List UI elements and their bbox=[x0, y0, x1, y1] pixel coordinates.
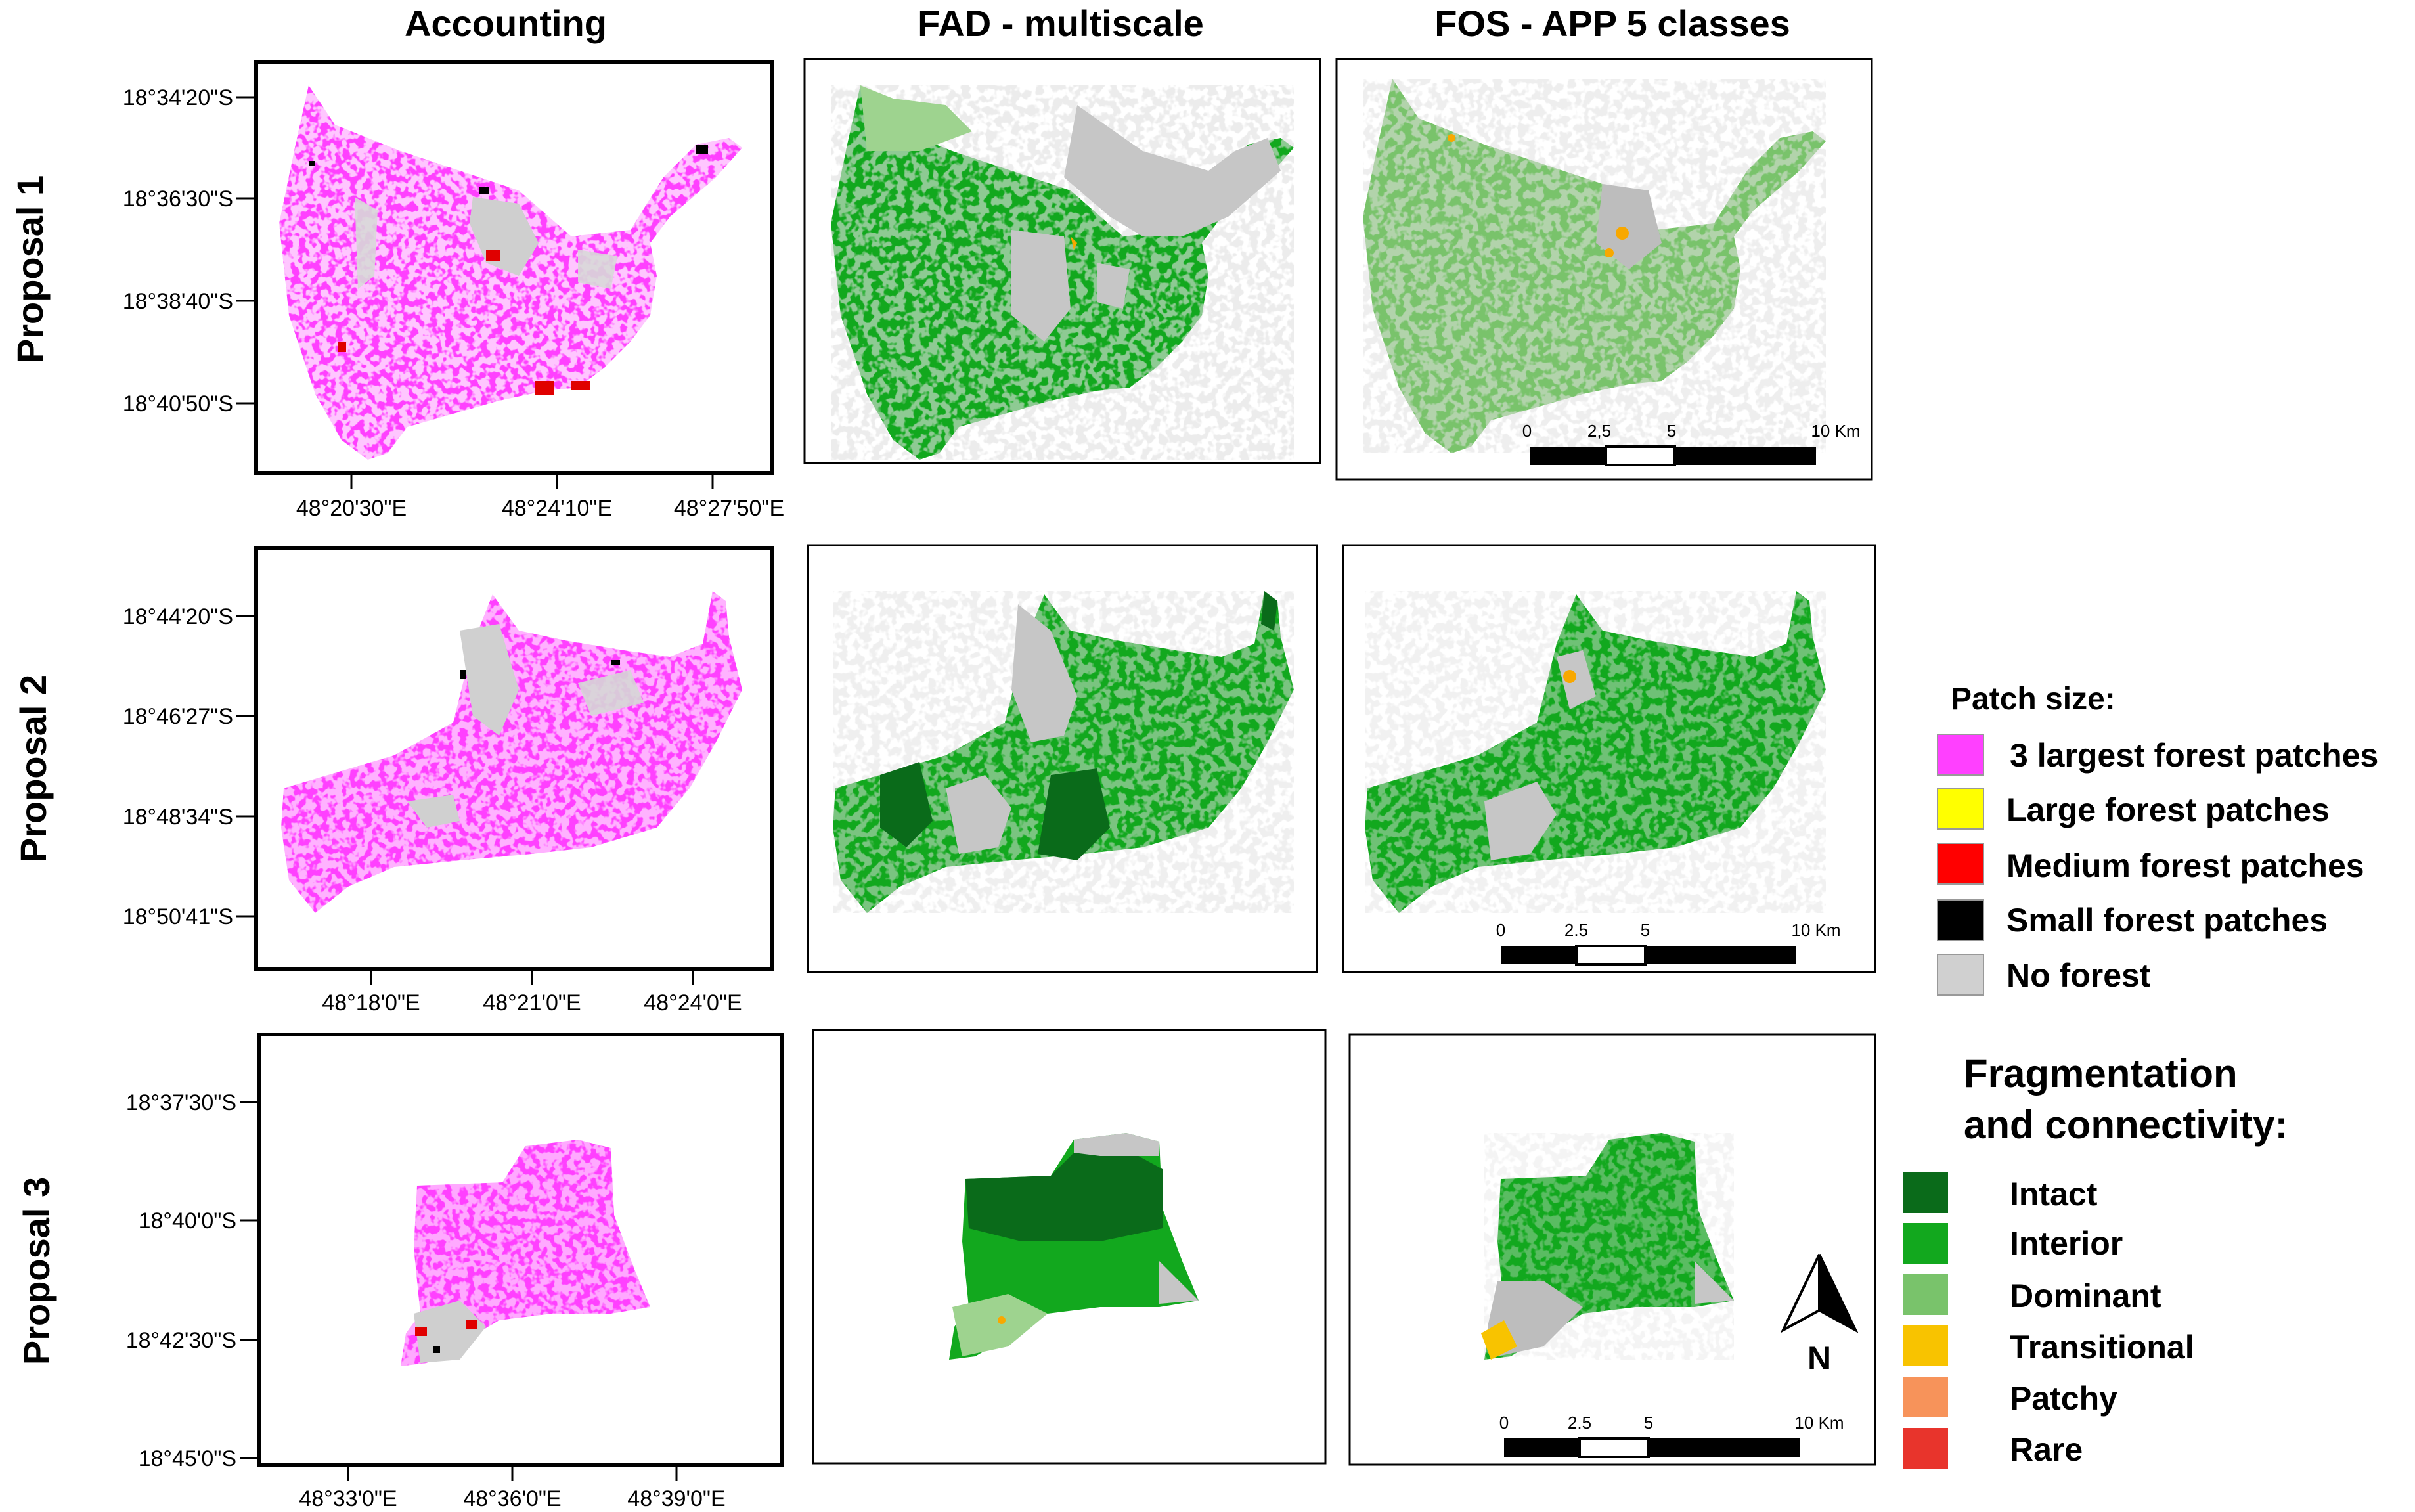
map-accounting-2 bbox=[281, 591, 742, 913]
lat-tick-1-3: 18°40'50"S bbox=[123, 391, 233, 416]
lat-ticks-1: 18°34'20"S 18°36'30"S 18°38'40"S 18°40'5… bbox=[123, 85, 256, 416]
legend-patch-title: Patch size: bbox=[1951, 682, 2116, 717]
legend-swatch-dominant bbox=[1903, 1274, 1948, 1315]
scale-label-1-3: 10 Km bbox=[1811, 421, 1860, 441]
legend-label-patchy: Patchy bbox=[2010, 1380, 2117, 1417]
map-fad-2 bbox=[833, 591, 1294, 913]
col-header-fos: FOS - APP 5 classes bbox=[1434, 3, 1790, 44]
lat-tick-1-1: 18°36'30"S bbox=[123, 187, 233, 211]
legend-label-large: Large forest patches bbox=[2006, 791, 2330, 828]
lon-ticks-3: 48°33'0"E 48°36'0"E 48°39'0"E bbox=[299, 1465, 726, 1511]
scale-label-3-0: 0 bbox=[1499, 1413, 1509, 1433]
north-label: N bbox=[1807, 1340, 1831, 1377]
scale-label-1-0: 0 bbox=[1522, 421, 1532, 441]
legend-label-small: Small forest patches bbox=[2006, 902, 2328, 939]
legend-label-dominant: Dominant bbox=[2010, 1278, 2161, 1314]
map-fos-3 bbox=[1481, 1133, 1734, 1360]
legend-label-no-forest: No forest bbox=[2006, 957, 2151, 994]
legend-swatch-3-largest bbox=[1937, 734, 1984, 776]
scale-bar-1: 0 2,5 5 10 Km bbox=[1522, 421, 1861, 466]
lat-tick-3-1: 18°40'0"S bbox=[139, 1209, 236, 1234]
scale-label-1-1: 2,5 bbox=[1587, 421, 1611, 441]
legend-patch-size: Patch size: 3 largest forest patches Lar… bbox=[1937, 682, 2378, 996]
map-fad-1 bbox=[831, 85, 1294, 460]
row-label-proposal-2: Proposal 2 bbox=[12, 675, 54, 862]
legend-label-medium: Medium forest patches bbox=[2006, 847, 2364, 884]
lat-tick-1-0: 18°34'20"S bbox=[123, 85, 233, 110]
row-label-proposal-1: Proposal 1 bbox=[9, 175, 51, 363]
map-fos-2 bbox=[1365, 591, 1826, 913]
legend-label-transitional: Transitional bbox=[2010, 1329, 2194, 1366]
legend-swatch-medium bbox=[1937, 843, 1984, 885]
lat-tick-2-1: 18°46'27"S bbox=[123, 704, 233, 729]
scale-label-2-2: 5 bbox=[1641, 920, 1650, 940]
lon-tick-1-0: 48°20'30"E bbox=[296, 496, 407, 521]
col-header-accounting: Accounting bbox=[405, 3, 607, 44]
lon-tick-2-2: 48°24'0"E bbox=[644, 990, 742, 1015]
map-fad-3 bbox=[949, 1133, 1199, 1360]
legend-swatch-large bbox=[1937, 788, 1984, 830]
legend-label-interior: Interior bbox=[2010, 1225, 2123, 1262]
row-label-proposal-3: Proposal 3 bbox=[16, 1177, 57, 1365]
scale-label-1-2: 5 bbox=[1667, 421, 1676, 441]
legend-swatch-interior bbox=[1903, 1223, 1948, 1264]
lat-tick-1-2: 18°38'40"S bbox=[123, 289, 233, 314]
scale-bar-2: 0 2.5 5 10 Km bbox=[1496, 920, 1841, 966]
lon-tick-1-1: 48°24'10"E bbox=[502, 496, 612, 521]
legend-label-rare: Rare bbox=[2010, 1431, 2083, 1468]
lon-tick-3-2: 48°39'0"E bbox=[627, 1486, 725, 1511]
map-accounting-3 bbox=[401, 1140, 650, 1366]
north-arrow: N bbox=[1780, 1254, 1859, 1377]
lat-tick-3-0: 18°37'30"S bbox=[126, 1090, 236, 1115]
lon-tick-1-2: 48°27'50"E bbox=[674, 496, 784, 521]
lat-tick-2-3: 18°50'41"S bbox=[123, 904, 233, 929]
legend-swatch-small bbox=[1937, 899, 1984, 941]
col-header-fad: FAD - multiscale bbox=[918, 3, 1204, 44]
lat-tick-3-2: 18°42'30"S bbox=[126, 1328, 236, 1353]
legend-swatch-intact bbox=[1903, 1172, 1948, 1213]
lat-tick-3-3: 18°45'0"S bbox=[139, 1446, 236, 1471]
lon-tick-3-1: 48°36'0"E bbox=[463, 1486, 561, 1511]
scale-label-3-2: 5 bbox=[1644, 1413, 1653, 1433]
scale-label-2-3: 10 Km bbox=[1791, 920, 1840, 940]
lon-tick-3-0: 48°33'0"E bbox=[299, 1486, 397, 1511]
scale-label-3-1: 2.5 bbox=[1568, 1413, 1591, 1433]
scale-label-2-0: 0 bbox=[1496, 920, 1505, 940]
map-accounting-1 bbox=[279, 85, 742, 460]
lon-ticks-1: 48°20'30"E 48°24'10"E 48°27'50"E bbox=[296, 473, 784, 521]
legend-fragmentation: Fragmentation and connectivity: Intact I… bbox=[1903, 1052, 2288, 1469]
legend-swatch-patchy bbox=[1903, 1377, 1948, 1417]
legend-swatch-rare bbox=[1903, 1428, 1948, 1469]
lon-tick-2-1: 48°21'0"E bbox=[483, 990, 581, 1015]
lat-ticks-3: 18°37'30"S 18°40'0"S 18°42'30"S 18°45'0"… bbox=[126, 1090, 259, 1471]
legend-swatch-transitional bbox=[1903, 1325, 1948, 1366]
legend-frag-title-2: and connectivity: bbox=[1964, 1103, 2288, 1147]
legend-label-3-largest: 3 largest forest patches bbox=[2010, 737, 2378, 774]
scale-label-3-3: 10 Km bbox=[1794, 1413, 1844, 1433]
legend-swatch-no-forest bbox=[1937, 954, 1984, 996]
scale-label-2-1: 2.5 bbox=[1564, 920, 1588, 940]
lat-ticks-2: 18°44'20"S 18°46'27"S 18°48'34"S 18°50'4… bbox=[123, 604, 256, 929]
legend-label-intact: Intact bbox=[2010, 1176, 2098, 1212]
lon-tick-2-0: 48°18'0"E bbox=[322, 990, 420, 1015]
lat-tick-2-2: 18°48'34"S bbox=[123, 805, 233, 830]
lat-tick-2-0: 18°44'20"S bbox=[123, 604, 233, 629]
lon-ticks-2: 48°18'0"E 48°21'0"E 48°24'0"E bbox=[322, 969, 742, 1015]
map-fos-1 bbox=[1363, 79, 1826, 453]
legend-frag-title-1: Fragmentation bbox=[1964, 1052, 2238, 1096]
scale-bar-3: 0 2.5 5 10 Km bbox=[1499, 1413, 1844, 1458]
